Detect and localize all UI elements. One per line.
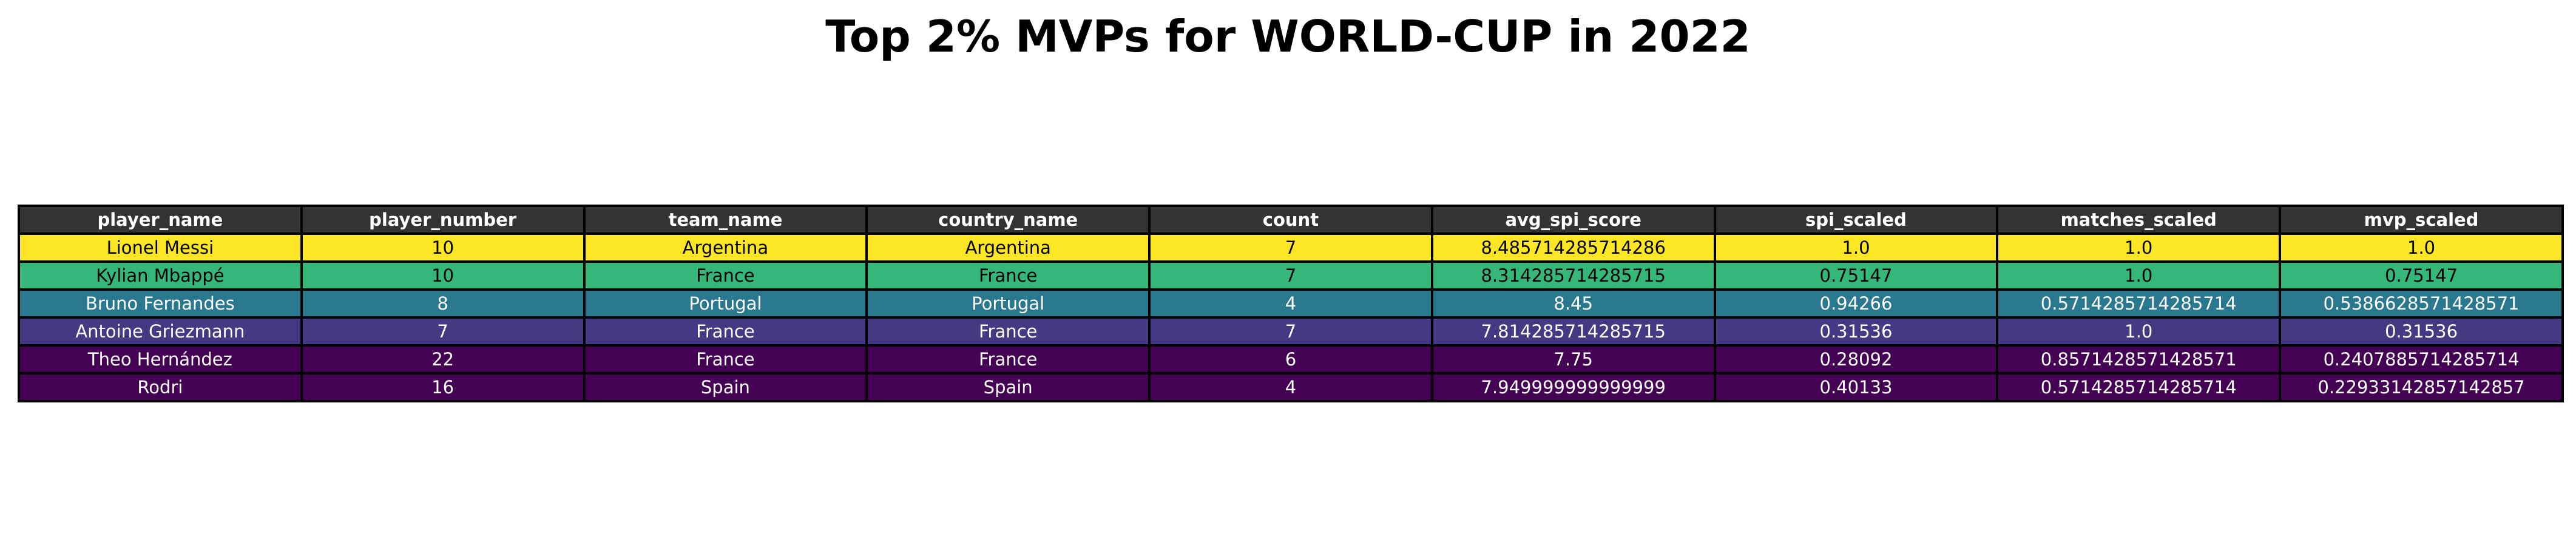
table-cell-team-name: Portugal bbox=[583, 288, 868, 319]
column-header-player-name: player_name bbox=[18, 205, 303, 235]
table-cell-matches-scaled: 1.0 bbox=[1996, 316, 2282, 347]
table-cell-count: 7 bbox=[1148, 232, 1433, 263]
table-cell-avg-spi-score: 7.949999999999999 bbox=[1430, 372, 1716, 402]
table-row: Kylian Mbappé 10 France France 7 8.3142857142… bbox=[18, 260, 2564, 291]
table-body: Lionel Messi 10 Argentina Argentina 7 8.48571… bbox=[18, 232, 2564, 402]
table-cell-count: 7 bbox=[1148, 316, 1433, 347]
table-cell-mvp-scaled: 0.22933142857142857 bbox=[2279, 372, 2564, 402]
table-cell-player-number: 10 bbox=[300, 232, 586, 263]
table-cell-spi-scaled: 0.31536 bbox=[1713, 316, 1999, 347]
table-cell-count: 4 bbox=[1148, 288, 1433, 319]
table-cell-spi-scaled: 0.40133 bbox=[1713, 372, 1999, 402]
table-cell-count: 6 bbox=[1148, 344, 1433, 375]
table-cell-mvp-scaled: 1.0 bbox=[2279, 232, 2564, 263]
table-cell-matches-scaled: 1.0 bbox=[1996, 232, 2282, 263]
table-row: Antoine Griezmann 7 France France 7 7.8142857… bbox=[18, 316, 2564, 347]
table-cell-avg-spi-score: 8.45 bbox=[1430, 288, 1716, 319]
table-cell-matches-scaled: 0.5714285714285714 bbox=[1996, 288, 2282, 319]
table-header: player_name player_number team_name country… bbox=[18, 205, 2564, 235]
table-cell-country-name: France bbox=[865, 316, 1151, 347]
table-cell-mvp-scaled: 0.5386628571428571 bbox=[2279, 288, 2564, 319]
table-cell-matches-scaled: 0.8571428571428571 bbox=[1996, 344, 2282, 375]
table-cell-country-name: France bbox=[865, 260, 1151, 291]
table-cell-mvp-scaled: 0.75147 bbox=[2279, 260, 2564, 291]
table-cell-count: 7 bbox=[1148, 260, 1433, 291]
table-cell-avg-spi-score: 7.75 bbox=[1430, 344, 1716, 375]
table-cell-player-name: Theo Hernández bbox=[18, 344, 303, 375]
table-cell-avg-spi-score: 8.485714285714286 bbox=[1430, 232, 1716, 263]
table-cell-country-name: Spain bbox=[865, 372, 1151, 402]
table-row: Rodri 16 Spain Spain 4 7.949999999999999 0.401… bbox=[18, 372, 2564, 402]
table-cell-player-name: Rodri bbox=[18, 372, 303, 402]
column-header-mvp-scaled: mvp_scaled bbox=[2279, 205, 2564, 235]
table-cell-player-name: Kylian Mbappé bbox=[18, 260, 303, 291]
table-cell-country-name: Portugal bbox=[865, 288, 1151, 319]
table-cell-count: 4 bbox=[1148, 372, 1433, 402]
table-cell-player-number: 16 bbox=[300, 372, 586, 402]
table-cell-team-name: France bbox=[583, 260, 868, 291]
column-header-avg-spi-score: avg_spi_score bbox=[1430, 205, 1716, 235]
table-row: Theo Hernández 22 France France 6 7.75 0.28092… bbox=[18, 344, 2564, 375]
table-cell-player-name: Antoine Griezmann bbox=[18, 316, 303, 347]
table-cell-team-name: France bbox=[583, 316, 868, 347]
mvp-table: player_name player_number team_name country… bbox=[18, 205, 2564, 402]
table-cell-spi-scaled: 0.94266 bbox=[1713, 288, 1999, 319]
table-cell-spi-scaled: 0.28092 bbox=[1713, 344, 1999, 375]
table-cell-spi-scaled: 0.75147 bbox=[1713, 260, 1999, 291]
table-cell-matches-scaled: 1.0 bbox=[1996, 260, 2282, 291]
column-header-player-number: player_number bbox=[300, 205, 586, 235]
header-row: player_name player_number team_name country… bbox=[18, 205, 2564, 235]
column-header-count: count bbox=[1148, 205, 1433, 235]
table-cell-team-name: France bbox=[583, 344, 868, 375]
column-header-spi-scaled: spi_scaled bbox=[1713, 205, 1999, 235]
table-row: Lionel Messi 10 Argentina Argentina 7 8.48571… bbox=[18, 232, 2564, 263]
table-cell-spi-scaled: 1.0 bbox=[1713, 232, 1999, 263]
column-header-team-name: team_name bbox=[583, 205, 868, 235]
table-cell-avg-spi-score: 7.814285714285715 bbox=[1430, 316, 1716, 347]
table-cell-player-number: 22 bbox=[300, 344, 586, 375]
chart-title: Top 2% MVPs for WORLD-CUP in 2022 bbox=[825, 11, 1751, 62]
column-header-country-name: country_name bbox=[865, 205, 1151, 235]
table-cell-mvp-scaled: 0.2407885714285714 bbox=[2279, 344, 2564, 375]
table-row: Bruno Fernandes 8 Portugal Portugal 4 8.45 0.9… bbox=[18, 288, 2564, 319]
table-cell-player-number: 10 bbox=[300, 260, 586, 291]
table-cell-player-name: Bruno Fernandes bbox=[18, 288, 303, 319]
table-cell-country-name: France bbox=[865, 344, 1151, 375]
table-cell-mvp-scaled: 0.31536 bbox=[2279, 316, 2564, 347]
table-cell-player-name: Lionel Messi bbox=[18, 232, 303, 263]
column-header-matches-scaled: matches_scaled bbox=[1996, 205, 2282, 235]
table-cell-matches-scaled: 0.5714285714285714 bbox=[1996, 372, 2282, 402]
table-cell-player-number: 7 bbox=[300, 316, 586, 347]
table-cell-country-name: Argentina bbox=[865, 232, 1151, 263]
table-cell-team-name: Argentina bbox=[583, 232, 868, 263]
table-cell-team-name: Spain bbox=[583, 372, 868, 402]
table-cell-player-number: 8 bbox=[300, 288, 586, 319]
table-cell-avg-spi-score: 8.314285714285715 bbox=[1430, 260, 1716, 291]
